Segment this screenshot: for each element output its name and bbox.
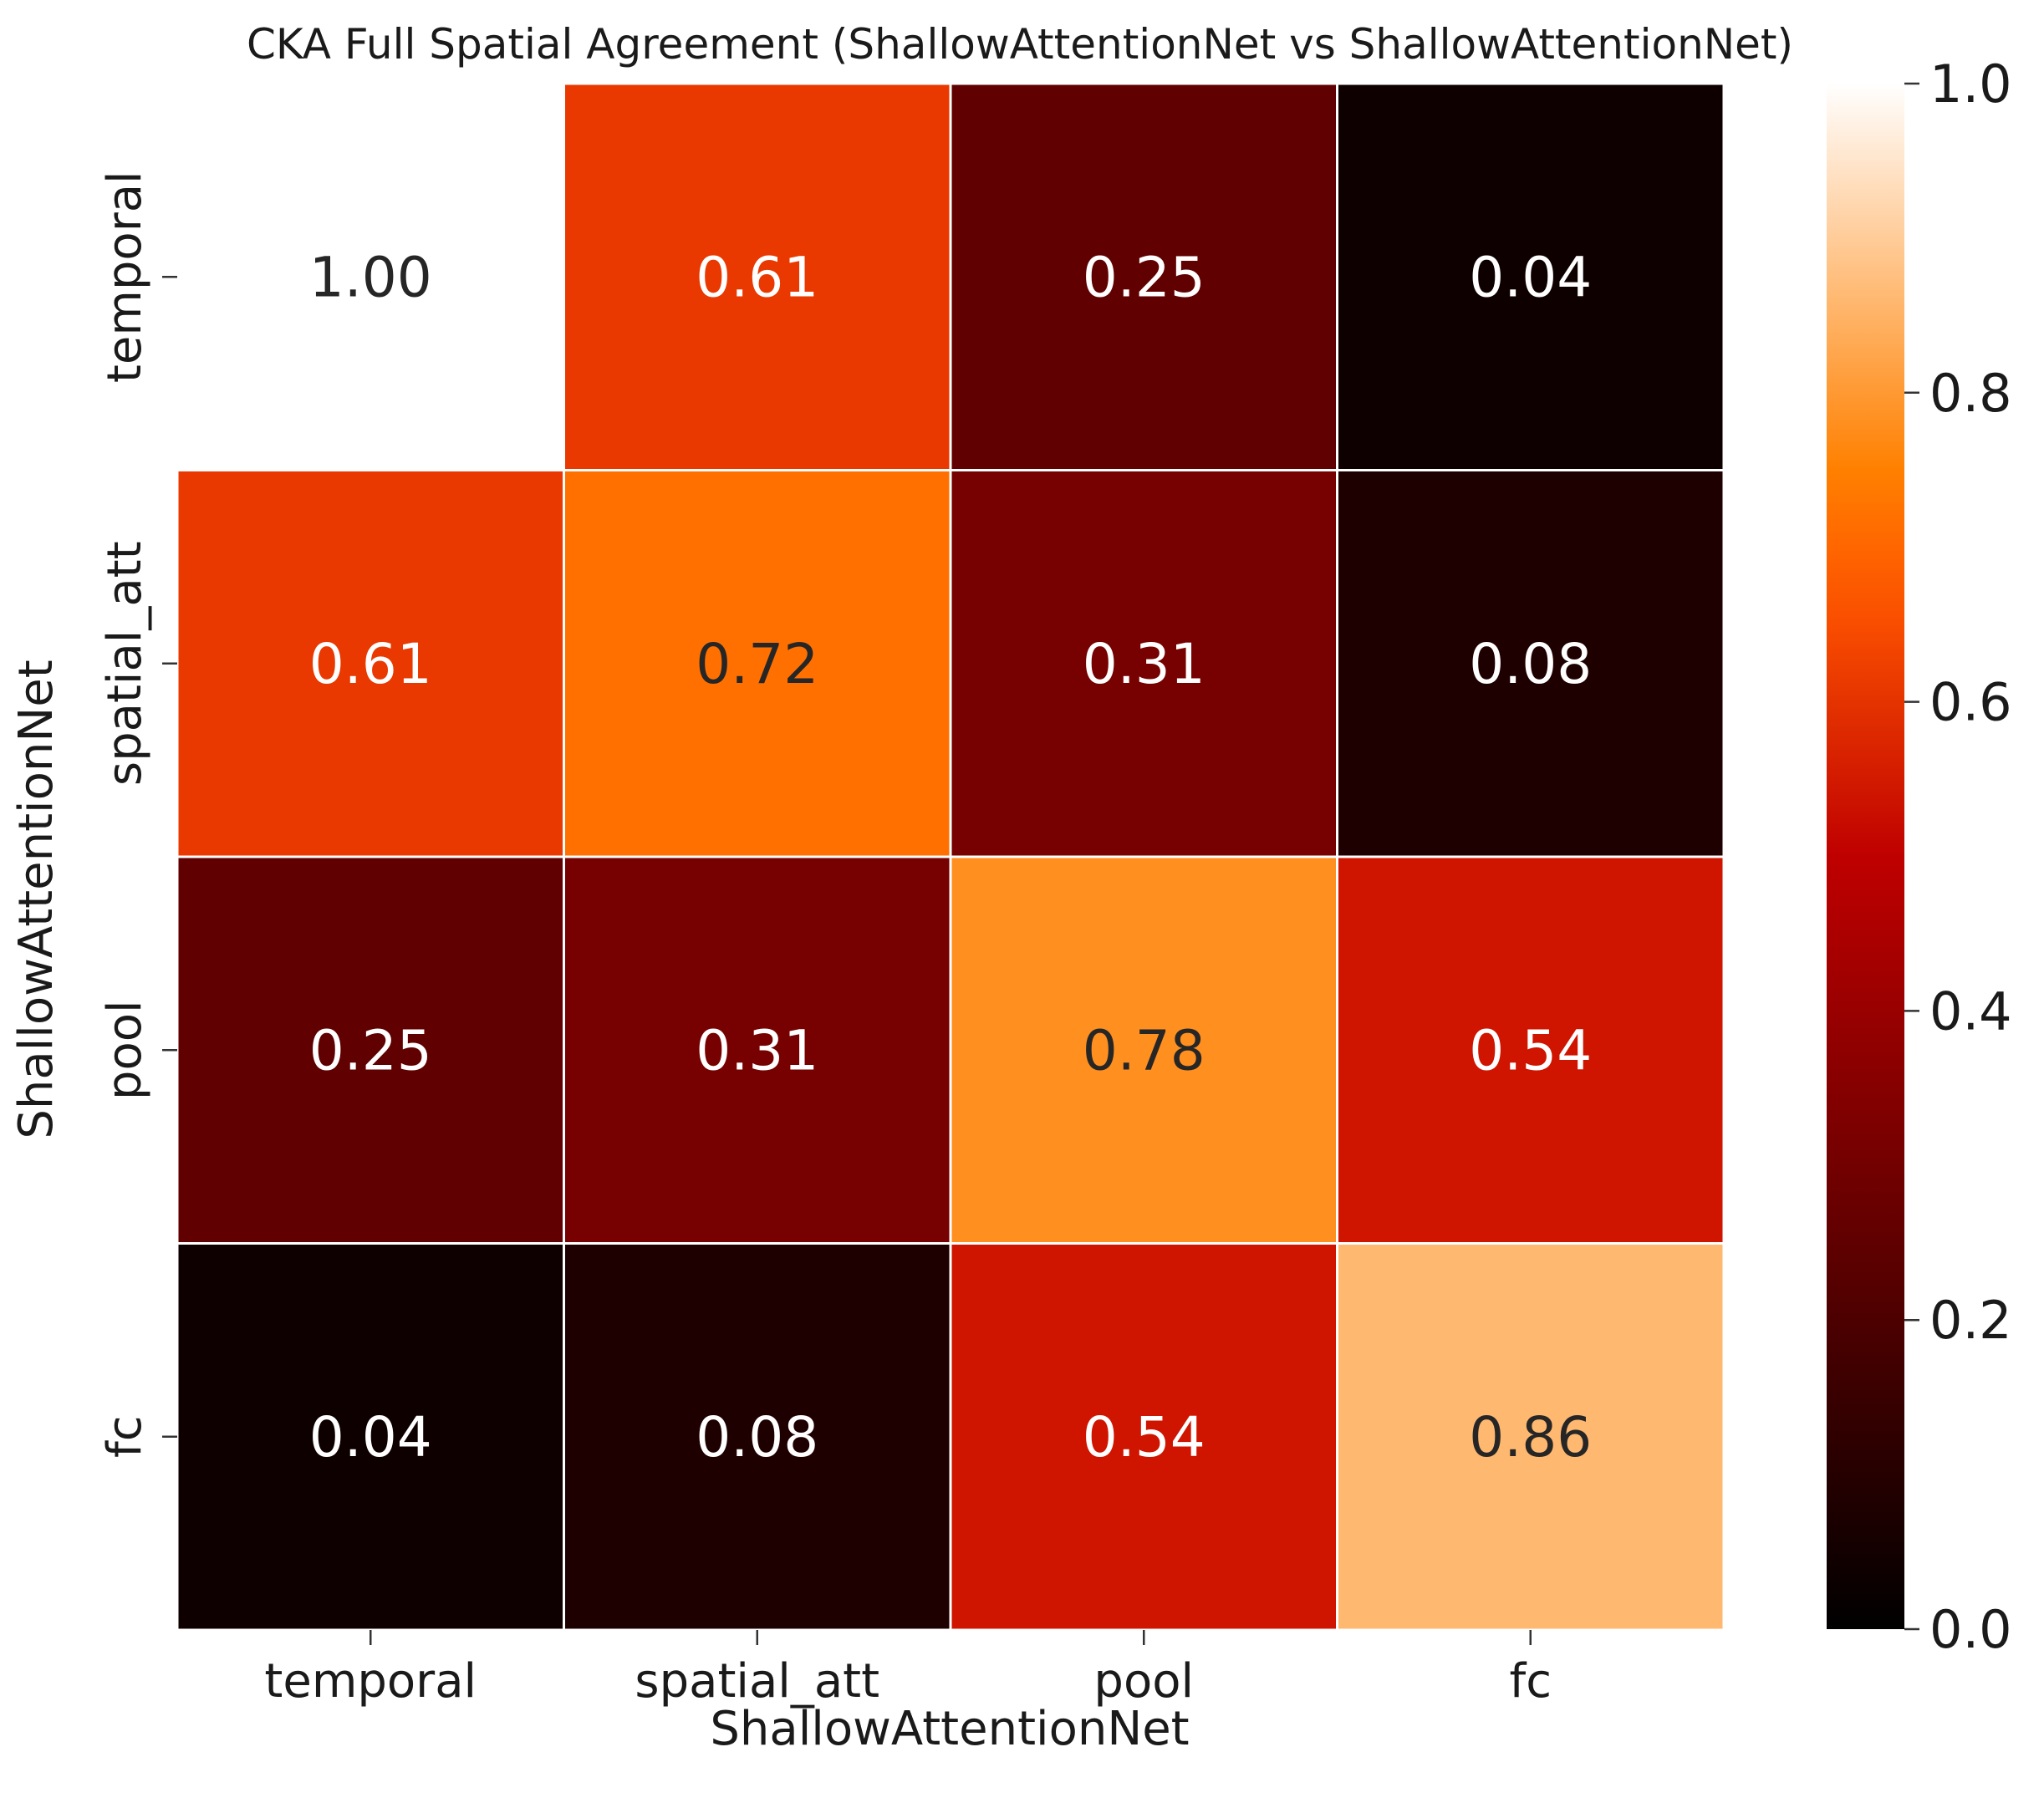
colorbar: 0.0 0.2 0.4 0.6 0.8 1.0 <box>1827 53 2012 1660</box>
heatmap-cell-spatial_att-pool <box>949 469 1338 858</box>
x-tick-label-pool: pool <box>1093 1654 1194 1709</box>
colorbar-tick-label: 0.8 <box>1929 363 2012 424</box>
heatmap-cell-fc-spatial_att <box>563 1242 952 1632</box>
y-tick-label-pool: pool <box>98 1000 152 1100</box>
cell-value-label: 0.25 <box>309 1018 432 1082</box>
y-tick-label-spatial_att: spatial_att <box>98 541 152 786</box>
cell-value-label: 0.54 <box>1083 1405 1206 1469</box>
cell-value-label: 0.31 <box>696 1018 818 1082</box>
cell-value-label: 0.04 <box>309 1405 432 1469</box>
heatmap-cell-fc-fc <box>1336 1242 1725 1632</box>
heatmap-cell-fc-pool <box>949 1242 1338 1632</box>
cell-value-label: 0.04 <box>1469 245 1592 309</box>
colorbar-ticks: 0.0 0.2 0.4 0.6 0.8 1.0 <box>1904 53 2012 1660</box>
cell-value-label: 0.25 <box>1083 245 1206 309</box>
cell-value-label: 0.61 <box>309 632 432 696</box>
heatmap-cell-spatial_att-temporal <box>176 469 565 858</box>
colorbar-tick-label: 1.0 <box>1929 53 2012 115</box>
cell-value-label: 0.61 <box>696 245 818 309</box>
cell-value-label: 0.31 <box>1083 632 1206 696</box>
heatmap-cell-fc-temporal <box>176 1242 565 1632</box>
colorbar-tick-label: 0.6 <box>1929 672 2012 733</box>
x-tick-label-spatial_att: spatial_att <box>635 1654 879 1709</box>
cell-value-label: 1.00 <box>309 245 432 309</box>
heatmap-cell-temporal-spatial_att <box>563 82 952 471</box>
heatmap-cell-temporal-temporal <box>176 82 565 471</box>
x-tick-label-temporal: temporal <box>264 1654 477 1709</box>
x-axis-ticks: temporal spatial_att pool fc <box>264 1630 1552 1709</box>
colorbar-tick-label: 0.0 <box>1929 1599 2012 1660</box>
cell-value-label: 0.08 <box>696 1405 818 1469</box>
cell-value-label: 0.08 <box>1469 632 1592 696</box>
heatmap-cell-pool-spatial_att <box>563 855 952 1245</box>
heatmap-cell-spatial_att-fc <box>1336 469 1725 858</box>
heatmap-cell-pool-fc <box>1336 855 1725 1245</box>
x-tick-label-fc: fc <box>1509 1654 1552 1709</box>
colorbar-tick-label: 0.2 <box>1929 1290 2012 1351</box>
colorbar-tick-label: 0.4 <box>1929 980 2012 1042</box>
colorbar-gradient <box>1827 84 1904 1629</box>
cell-value-label: 0.86 <box>1469 1405 1592 1469</box>
cell-value-label: 0.54 <box>1469 1018 1592 1082</box>
heatmap-cell-spatial_att-spatial_att <box>563 469 952 858</box>
heatmap-cell-temporal-fc <box>1336 82 1725 471</box>
cell-value-label: 0.78 <box>1083 1018 1206 1082</box>
chart-title: CKA Full Spatial Agreement (ShallowAtten… <box>247 20 1793 69</box>
x-axis-label: ShallowAttentionNet <box>710 1702 1189 1756</box>
heatmap-cells: 1.00 0.61 0.25 0.04 0.61 0.72 0.31 0.08 0.25 0.31… <box>176 82 1725 1632</box>
y-tick-label-fc: fc <box>98 1415 152 1458</box>
cell-value-label: 0.72 <box>696 632 818 696</box>
y-tick-label-temporal: temporal <box>98 171 152 383</box>
y-axis-label: ShallowAttentionNet <box>9 660 64 1138</box>
heatmap-cell-temporal-pool <box>949 82 1338 471</box>
